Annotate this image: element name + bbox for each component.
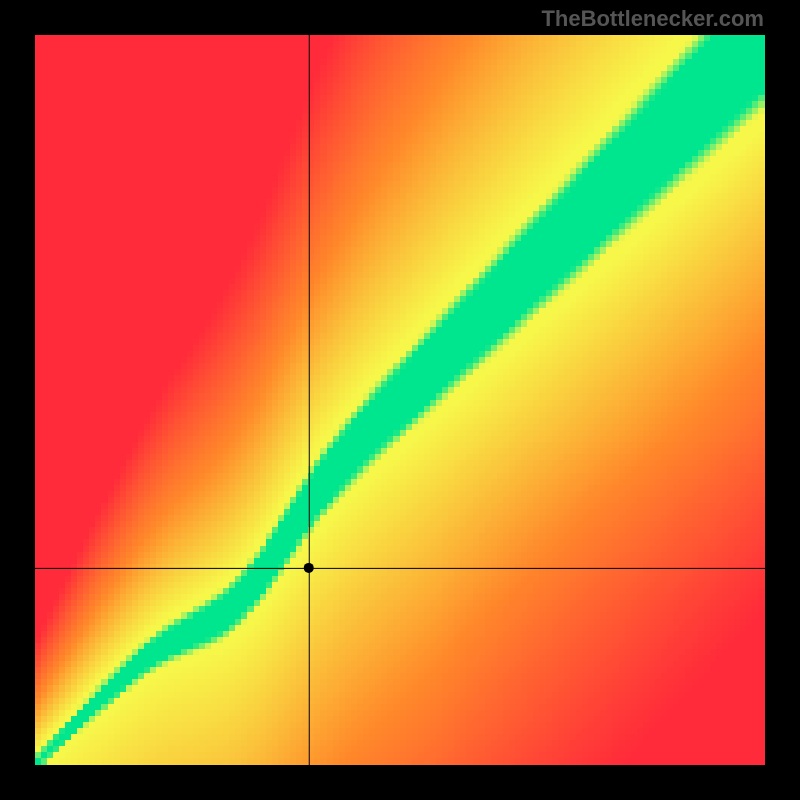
watermark-text: TheBottlenecker.com bbox=[541, 6, 764, 32]
chart-frame: TheBottlenecker.com bbox=[0, 0, 800, 800]
heatmap-plot bbox=[35, 35, 765, 765]
